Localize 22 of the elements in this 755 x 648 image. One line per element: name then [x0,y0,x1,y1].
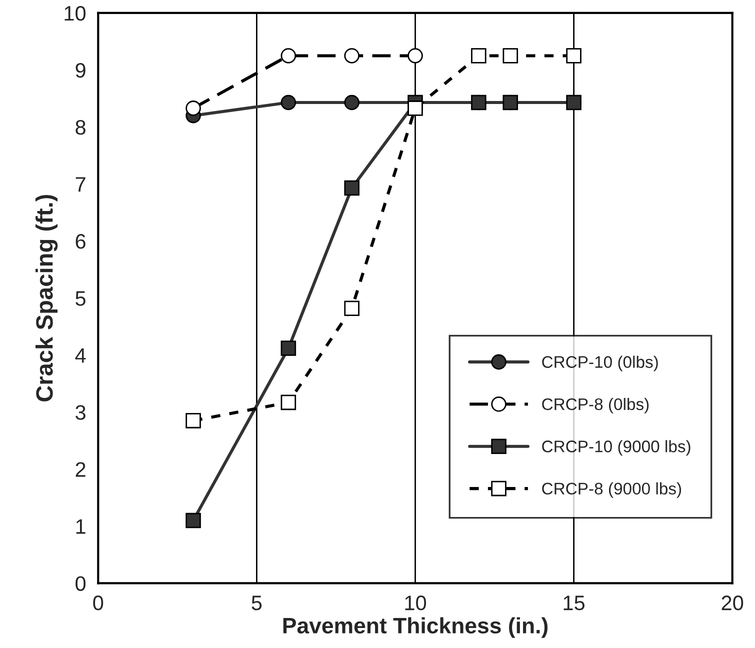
y-tick-label: 9 [76,62,86,78]
y-axis-title: Crack Spacing (ft.) [36,194,58,402]
y-tick-label: 7 [76,177,86,192]
x-tick-label: 20 [722,596,744,610]
y-tick-label: 6 [76,234,86,249]
y-tick-label: 8 [76,120,86,135]
legend-label: CRCP-10 (0lbs) [542,356,658,372]
x-tick-label: 10 [405,596,426,610]
x-tick-label: 5 [252,596,262,610]
x-axis-title: Pavement Thickness (in.) [283,617,548,638]
y-tick-label: 10 [64,6,86,21]
y-tick-label: 1 [76,519,86,534]
legend-label: CRCP-8 (9000 lbs) [542,482,682,498]
x-tick-label: 15 [564,596,585,610]
legend-label: CRCP-10 (9000 lbs) [542,440,690,456]
x-tick-label: 0 [93,596,104,610]
y-tick-label: 0 [76,576,86,591]
y-tick-label: 3 [76,405,86,420]
y-tick-label: 2 [76,462,86,477]
y-tick-label: 5 [76,291,86,306]
legend-label: CRCP-8 (0lbs) [542,398,649,414]
y-tick-label: 4 [75,348,86,363]
